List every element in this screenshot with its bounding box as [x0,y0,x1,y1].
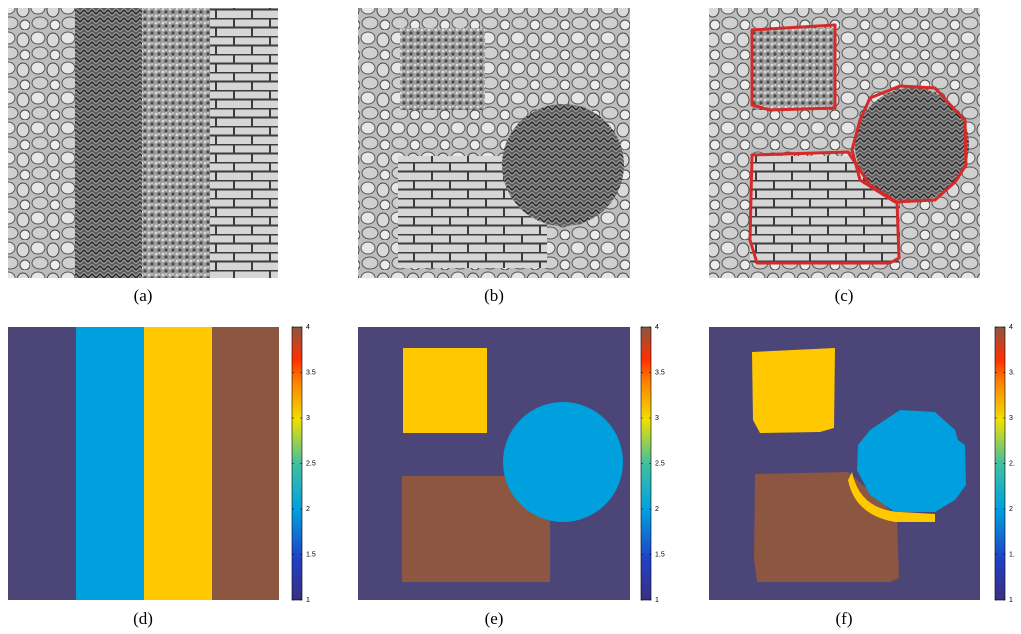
texture-image-a [8,8,278,278]
colorbar-tick-label: 3.5 [306,369,316,376]
colorbar-tick-label: 2 [1009,506,1013,513]
colorbar-tick-label: 3.5 [655,369,665,376]
colorbar-tick-label: 4 [306,324,310,331]
colorbar-tick-label: 2.5 [306,460,316,467]
colorbar-tick-label: 3. [1009,369,1015,376]
caption: (b) [484,286,504,305]
texture-image-c [709,8,980,278]
caption: (a) [134,286,153,305]
label-map-e [358,327,630,600]
colorbar-tick-label: 1 [306,597,310,604]
colorbar-tick-label: 1.5 [655,551,665,558]
label-map-d [8,327,279,600]
texture-image-b [358,8,630,278]
colorbar-tick-label: 2 [655,506,659,513]
colorbar-tick-label: 1 [655,597,659,604]
figure: (a) (b) (c) (d) (e) (f) 1 1.5 2 2.5 3 3.5 4 1 1.… [0,0,1021,634]
label-map-f [709,327,980,600]
caption: (c) [835,286,854,305]
colorbar-tick-label: 3 [1009,415,1013,422]
caption: (e) [485,609,504,628]
colorbar-tick-label: 1 [1009,597,1013,604]
colorbar-tick-label: 2. [1009,460,1015,467]
colorbar-tick-label: 2.5 [655,460,665,467]
colorbar-tick-label: 4 [1009,324,1013,331]
colorbar-tick-label: 3 [655,415,659,422]
colorbar-tick-label: 1. [1009,551,1015,558]
colorbar-tick-label: 4 [655,324,659,331]
colorbar-tick-label: 1.5 [306,551,316,558]
caption: (f) [836,609,853,628]
colorbar-tick-label: 2 [306,506,310,513]
caption: (d) [133,609,153,628]
colorbar-tick-label: 3 [306,415,310,422]
